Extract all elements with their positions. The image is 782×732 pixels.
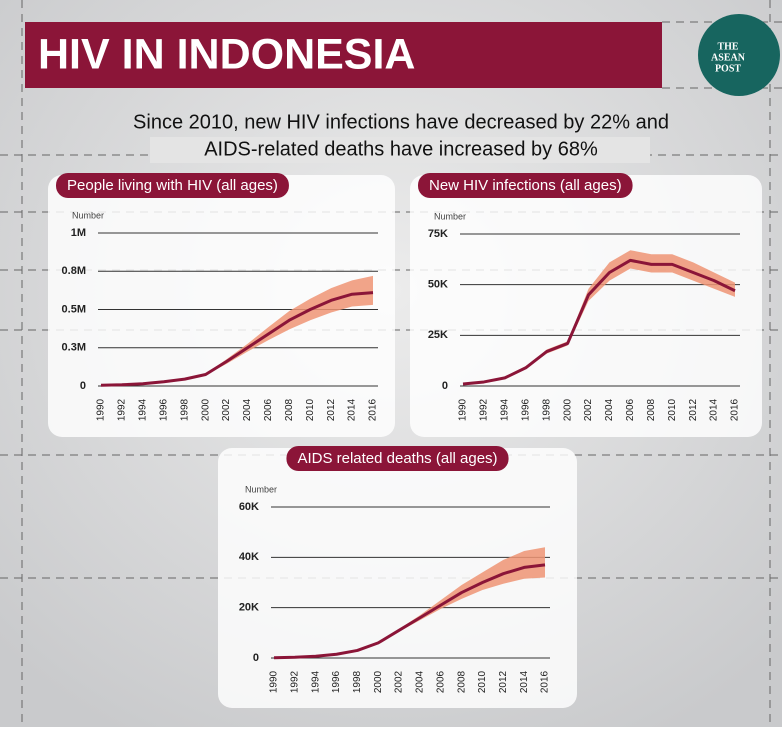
subtitle: AIDS-related deaths have increased by 68… — [204, 138, 598, 160]
x-tick-label: 2008 — [456, 670, 467, 693]
x-tick-label: 2012 — [326, 398, 337, 421]
y-tick-label: 50K — [428, 279, 448, 291]
x-tick-label: 1994 — [499, 398, 510, 421]
y-tick-label: 0 — [80, 380, 86, 392]
x-tick-label: 2010 — [667, 398, 678, 421]
logo — [698, 14, 780, 96]
x-tick-label: 2002 — [221, 398, 232, 421]
uncertainty-band — [274, 547, 545, 658]
logo-text: POST — [715, 63, 741, 74]
x-tick-label: 2016 — [730, 398, 741, 421]
uncertainty-band — [463, 250, 735, 384]
y-axis-label: Number — [434, 211, 466, 221]
x-tick-label: 1990 — [458, 398, 469, 421]
panel — [48, 175, 395, 437]
y-tick-label: 75K — [428, 228, 448, 240]
x-tick-label: 1994 — [137, 398, 148, 421]
line — [100, 291, 374, 387]
x-tick-label: 1992 — [289, 670, 300, 693]
x-tick-label: 2014 — [709, 398, 720, 421]
y-tick-label: 60K — [239, 501, 259, 513]
logo-text: THE — [717, 41, 738, 52]
title-pill — [56, 173, 289, 198]
charts: People living with HIV (all ages) Number 0… — [48, 173, 762, 708]
x-tick-label: 1990 — [96, 398, 107, 421]
x-tick-label: 2010 — [477, 670, 488, 693]
subtitle-bg — [150, 137, 650, 163]
x-tick-label: 2014 — [347, 398, 358, 421]
y-tick-label: 0 — [442, 380, 448, 392]
x-tick-label: 2002 — [583, 398, 594, 421]
x-tick-label: 2000 — [373, 670, 384, 693]
x-tick-label: 2006 — [435, 670, 446, 693]
chart-title: New HIV infections (all ages) — [429, 177, 622, 194]
x-tick-label: 1998 — [352, 670, 363, 693]
x-tick-label: 2006 — [263, 398, 274, 421]
main-title: HIV IN INDONESIA — [38, 30, 416, 78]
y-tick-label: 40K — [239, 551, 259, 563]
x-tick-label: 2008 — [646, 398, 657, 421]
x-tick-label: 1992 — [479, 398, 490, 421]
y-tick-label: 0.5M — [62, 303, 86, 315]
chart-title: AIDS related deaths (all ages) — [297, 450, 497, 467]
x-tick-label: 1998 — [541, 398, 552, 421]
x-tick-label: 1998 — [179, 398, 190, 421]
y-tick-label: 20K — [239, 602, 259, 614]
x-tick-label: 2012 — [688, 398, 699, 421]
x-tick-label: 1992 — [117, 398, 128, 421]
line — [462, 258, 736, 386]
title-bar — [25, 22, 662, 88]
x-tick-label: 2000 — [200, 398, 211, 421]
y-axis-label: Number — [72, 210, 104, 220]
logo-text: ASEAN — [711, 52, 746, 63]
x-tick-label: 2000 — [562, 398, 573, 421]
panel — [218, 448, 577, 708]
y-tick-label: 1M — [71, 227, 86, 239]
y-tick-label: 0.8M — [62, 265, 86, 277]
x-tick-label: 2008 — [284, 398, 295, 421]
x-tick-label: 1990 — [269, 670, 280, 693]
x-tick-label: 2016 — [540, 670, 551, 693]
x-tick-label: 2010 — [305, 398, 316, 421]
x-tick-label: 2004 — [604, 398, 615, 421]
x-tick-label: 1996 — [520, 398, 531, 421]
uncertainty-band — [101, 275, 373, 386]
y-axis-label: Number — [245, 484, 277, 494]
subtitle: Since 2010, new HIV infections have decr… — [133, 111, 669, 133]
x-tick-label: 1996 — [331, 670, 342, 693]
x-tick-label: 1994 — [310, 670, 321, 693]
x-tick-label: 1996 — [158, 398, 169, 421]
title-pill — [418, 173, 633, 198]
x-tick-label: 2016 — [368, 398, 379, 421]
x-tick-label: 2006 — [625, 398, 636, 421]
chart-title: People living with HIV (all ages) — [67, 177, 278, 194]
x-tick-label: 2002 — [394, 670, 405, 693]
y-tick-label: 0.3M — [62, 342, 86, 354]
x-tick-label: 2012 — [498, 670, 509, 693]
y-tick-label: 25K — [428, 329, 448, 341]
y-tick-label: 0 — [253, 652, 259, 664]
title-pill — [286, 446, 509, 471]
line — [273, 563, 546, 660]
x-tick-label: 2004 — [415, 670, 426, 693]
x-tick-label: 2014 — [519, 670, 530, 693]
x-tick-label: 2004 — [242, 398, 253, 421]
